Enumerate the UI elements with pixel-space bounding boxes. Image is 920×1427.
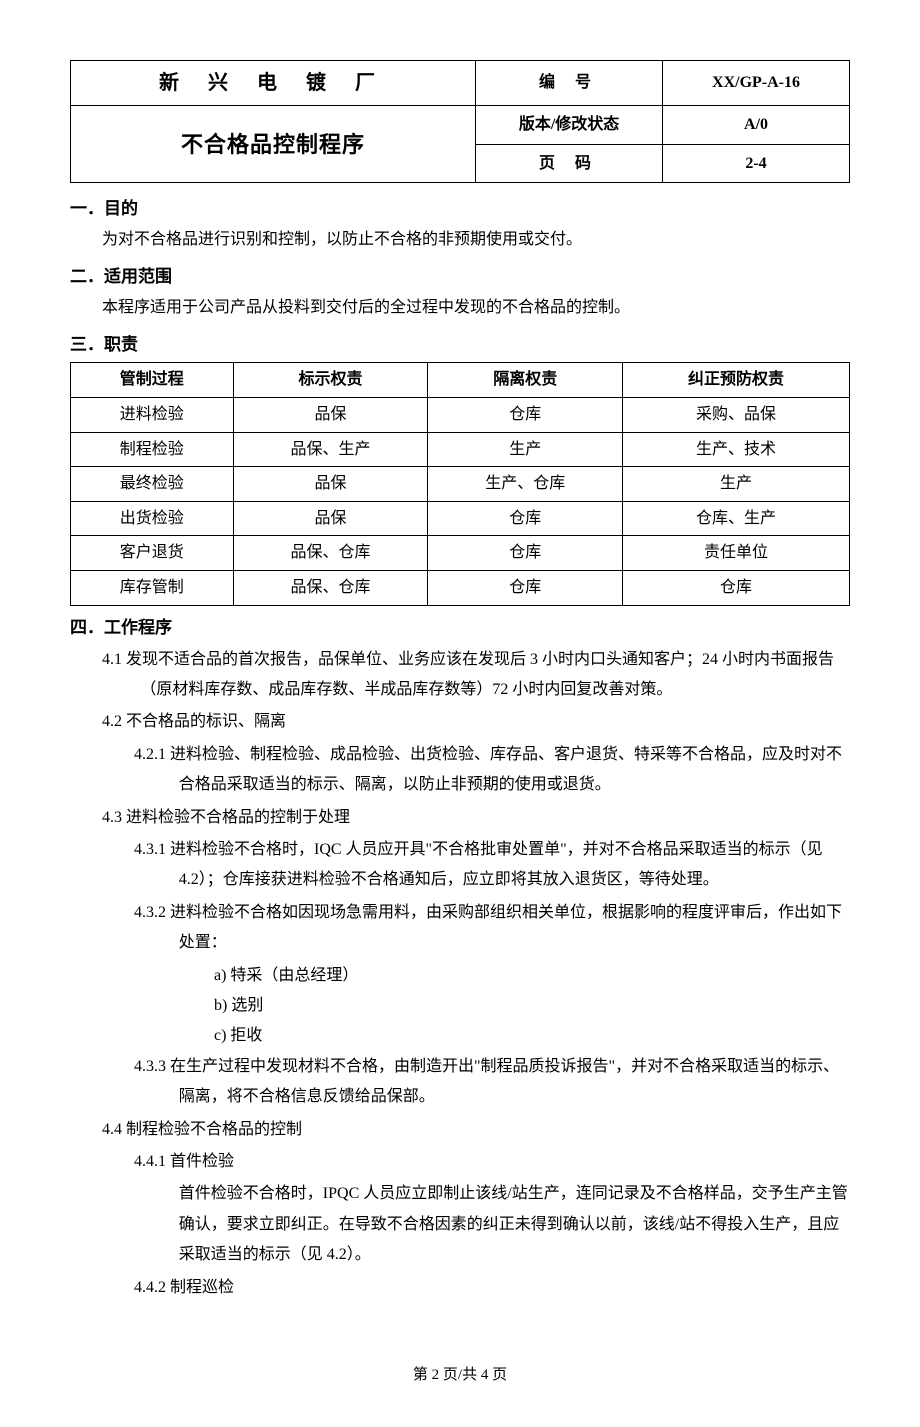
section-4-heading: 四．工作程序 bbox=[70, 614, 850, 641]
item-4-2: 4.2 不合格品的标识、隔离 bbox=[102, 707, 850, 737]
document-header-table: 新 兴 电 镀 厂 编 号 XX/GP-A-16 不合格品控制程序 版本/修改状… bbox=[70, 60, 850, 183]
item-4-3-2-b: b) 选别 bbox=[214, 991, 850, 1021]
table-row: 最终检验 品保 生产、仓库 生产 bbox=[71, 467, 850, 502]
page-value: 2-4 bbox=[745, 155, 766, 172]
col-header: 管制过程 bbox=[71, 363, 234, 398]
page-label: 页 码 bbox=[539, 155, 599, 172]
item-4-3-1: 4.3.1 进料检验不合格时，IQC 人员应开具"不合格批审处置单"，并对不合格… bbox=[134, 835, 850, 896]
doc-no-value: XX/GP-A-16 bbox=[712, 74, 800, 91]
item-4-4-1-body: 首件检验不合格时，IPQC 人员应立即制止该线/站生产，连同记录及不合格样品，交… bbox=[134, 1179, 850, 1270]
responsibility-table: 管制过程 标示权责 隔离权责 纠正预防权责 进料检验 品保 仓库 采购、品保 制… bbox=[70, 362, 850, 605]
section-1-body: 为对不合格品进行识别和控制，以防止不合格的非预期使用或交付。 bbox=[102, 226, 850, 255]
table-row: 库存管制 品保、仓库 仓库 仓库 bbox=[71, 570, 850, 605]
item-4-1: 4.1 发现不适合品的首次报告，品保单位、业务应该在发现后 3 小时内口头通知客… bbox=[102, 645, 850, 706]
item-4-3-2-c: c) 拒收 bbox=[214, 1021, 850, 1051]
table-row: 客户退货 品保、仓库 仓库 责任单位 bbox=[71, 536, 850, 571]
version-label: 版本/修改状态 bbox=[519, 116, 619, 133]
section-1-heading: 一．目的 bbox=[70, 195, 850, 222]
item-4-2-1: 4.2.1 进料检验、制程检验、成品检验、出货检验、库存品、客户退货、特采等不合… bbox=[134, 740, 850, 801]
section-purpose: 一．目的 为对不合格品进行识别和控制，以防止不合格的非预期使用或交付。 bbox=[70, 195, 850, 255]
section-2-body: 本程序适用于公司产品从投料到交付后的全过程中发现的不合格品的控制。 bbox=[102, 294, 850, 323]
item-4-3-2-a: a) 特采（由总经理） bbox=[214, 961, 850, 991]
document-title: 不合格品控制程序 bbox=[181, 132, 365, 157]
item-4-3-2: 4.3.2 进料检验不合格如因现场急需用料，由采购部组织相关单位，根据影响的程度… bbox=[134, 898, 850, 959]
section-responsibility: 三．职责 管制过程 标示权责 隔离权责 纠正预防权责 进料检验 品保 仓库 采购… bbox=[70, 331, 850, 605]
page-footer: 第 2 页/共 4 页 bbox=[70, 1363, 850, 1387]
section-scope: 二．适用范围 本程序适用于公司产品从投料到交付后的全过程中发现的不合格品的控制。 bbox=[70, 263, 850, 323]
section-procedure: 四．工作程序 4.1 发现不适合品的首次报告，品保单位、业务应该在发现后 3 小… bbox=[70, 614, 850, 1303]
col-header: 标示权责 bbox=[233, 363, 428, 398]
col-header: 纠正预防权责 bbox=[623, 363, 850, 398]
item-4-4-2: 4.4.2 制程巡检 bbox=[134, 1273, 850, 1303]
table-header-row: 管制过程 标示权责 隔离权责 纠正预防权责 bbox=[71, 363, 850, 398]
item-4-4-1: 4.4.1 首件检验 bbox=[134, 1147, 850, 1177]
table-row: 出货检验 品保 仓库 仓库、生产 bbox=[71, 501, 850, 536]
col-header: 隔离权责 bbox=[428, 363, 623, 398]
section-2-heading: 二．适用范围 bbox=[70, 263, 850, 290]
table-row: 制程检验 品保、生产 生产 生产、技术 bbox=[71, 432, 850, 467]
doc-no-label: 编 号 bbox=[539, 74, 599, 91]
item-4-4: 4.4 制程检验不合格品的控制 bbox=[102, 1115, 850, 1145]
section-3-heading: 三．职责 bbox=[70, 331, 850, 358]
version-value: A/0 bbox=[744, 116, 768, 133]
item-4-3: 4.3 进料检验不合格品的控制于处理 bbox=[102, 803, 850, 833]
table-row: 进料检验 品保 仓库 采购、品保 bbox=[71, 397, 850, 432]
company-name: 新 兴 电 镀 厂 bbox=[159, 72, 387, 94]
item-4-3-3: 4.3.3 在生产过程中发现材料不合格，由制造开出"制程品质投诉报告"，并对不合… bbox=[134, 1052, 850, 1113]
